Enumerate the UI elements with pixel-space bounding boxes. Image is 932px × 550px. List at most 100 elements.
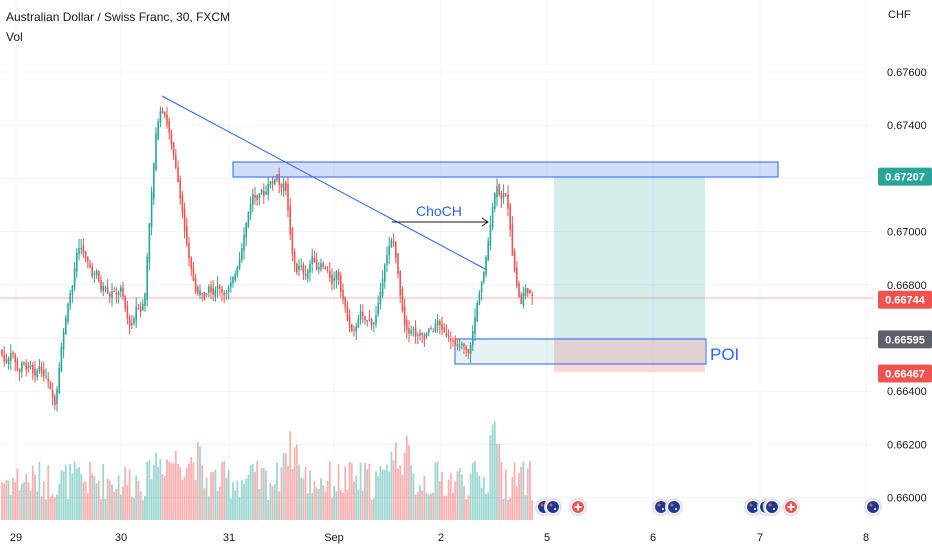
australia-flag-icon[interactable] [544,498,562,516]
candle-body [223,292,225,296]
candle-body [269,181,272,186]
candle-body [161,110,164,114]
volume-bar [256,460,259,520]
volume-bar [106,478,109,520]
candle-body [331,274,333,285]
candle-body [177,167,179,183]
volume-bar [526,468,529,520]
candlesticks [1,106,533,412]
supply-zone[interactable] [232,161,779,178]
volume-indicator-label[interactable]: Vol [6,30,23,44]
candle-body [197,286,199,294]
candle-body [359,311,362,320]
volume-bar [192,462,195,520]
australia-flag-icon[interactable] [652,498,670,516]
volume-bar [432,492,435,520]
australia-flag-icon[interactable] [763,498,781,516]
economic-events[interactable] [535,498,882,516]
candle-body [192,267,195,281]
volume-bar [306,493,309,520]
australia-flag-icon[interactable] [864,498,882,516]
x-tick-label: 6 [650,532,656,544]
candle-body [7,357,10,365]
candle-body [131,323,133,325]
candle-body [357,318,360,328]
volume-bar [377,476,380,520]
candle-body [500,193,503,200]
volume-bar [489,435,492,520]
candle-body [324,267,327,270]
volume-bar [100,498,102,520]
candle-body [410,330,412,334]
volume-bar [232,482,234,520]
candle-body [516,267,518,286]
volume-bar [302,478,305,520]
candle-body [12,352,14,355]
candle-body [1,350,3,356]
candle-body [126,305,129,319]
australia-flag-icon[interactable] [665,498,683,516]
stop-area[interactable] [554,339,705,372]
volume-bar [27,482,30,520]
candle-body [164,112,166,116]
switzerland-flag-icon[interactable] [569,498,587,516]
volume-bar [399,465,402,520]
poi-zone[interactable] [454,338,707,365]
volume-bar [188,463,190,520]
volume-bar [265,470,267,520]
candle-body [436,320,439,325]
candle-body [414,327,417,337]
volume-bar [152,465,155,520]
candle-body [40,366,43,373]
candle-body [502,193,505,198]
volume-bar [280,467,283,520]
volume-bar [531,499,534,520]
volume-bar [511,476,514,520]
candle-body [366,320,368,322]
candle-body [351,324,353,332]
target-area[interactable] [554,177,705,339]
volume-bar [476,472,479,520]
price-label-text: 0.66744 [885,295,926,307]
candle-body [454,339,456,345]
volume-bar [383,469,386,520]
candle-body [117,292,120,296]
volume-bar [414,494,417,520]
switzerland-flag-icon[interactable] [782,498,800,516]
volume-bar [75,468,78,520]
candle-body [10,353,12,361]
candle-body [93,273,96,275]
candle-body [188,243,190,259]
volume-bar [315,487,318,520]
x-tick-label: 2 [438,532,444,544]
price-axis[interactable]: 0.676000.674000.672000.670000.668000.666… [887,67,927,505]
price-label-box [878,364,932,383]
time-axis[interactable]: 29 30 31 Sep 2 5 6 7 8 [10,532,869,544]
candle-body [384,264,386,282]
candle-body [69,293,71,306]
candle-body [247,211,250,227]
symbol-title[interactable]: Australian Dollar / Swiss Franc, 30, FXC… [6,10,231,24]
candle-body [5,359,8,364]
candle-body [208,286,210,293]
candle-body [375,315,377,325]
volume-bar [238,497,241,520]
candle-body [342,289,344,300]
volume-bar [405,435,408,520]
volume-bar [177,464,179,520]
candle-body [214,289,217,297]
volume-bar [3,483,6,520]
candle-body [98,270,100,282]
volume-bar [135,475,138,520]
volume-bar [210,472,212,520]
candle-body [113,290,115,292]
volume-bar [284,453,287,520]
trend-line[interactable] [161,95,488,271]
y-tick-label: 0.66200 [887,439,927,451]
volume-bar [38,461,41,520]
candle-body [150,191,153,227]
candle-body [276,174,278,181]
candle-body [3,354,5,362]
candle-body [373,322,375,324]
